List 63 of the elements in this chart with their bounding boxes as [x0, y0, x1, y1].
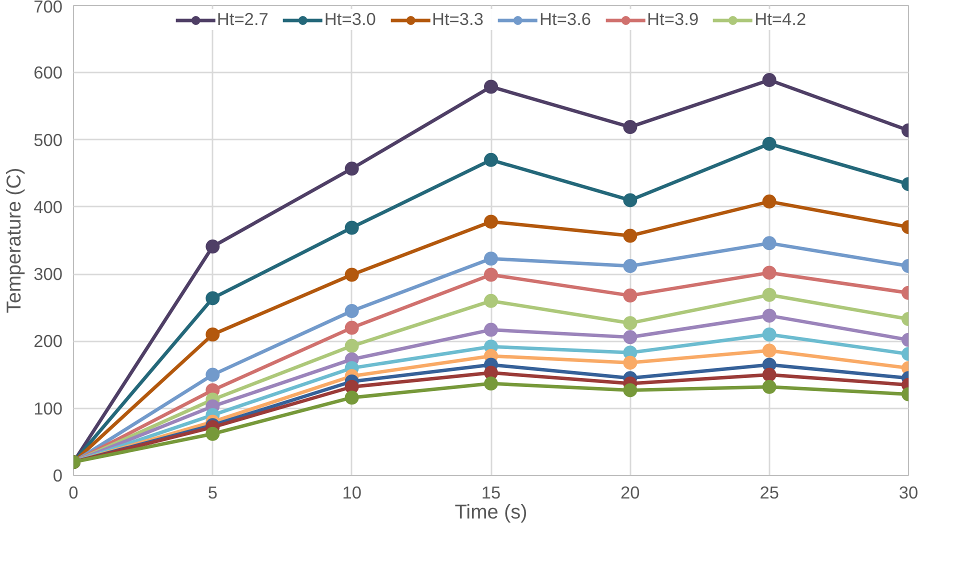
point: [484, 80, 498, 94]
y-tick-label: 500: [34, 130, 63, 150]
y-axis-title: Temperature (C): [4, 168, 26, 314]
point: [344, 338, 359, 353]
point: [484, 152, 498, 167]
y-tick-label: 600: [34, 62, 63, 83]
point: [623, 316, 638, 330]
legend-label: Ht=3.0: [324, 9, 376, 30]
y-tick-label: 400: [34, 196, 63, 217]
point: [484, 376, 498, 390]
x-tick-label: 10: [342, 482, 362, 502]
y-tick-label: 300: [34, 264, 63, 284]
point: [623, 288, 638, 303]
point: [623, 193, 638, 208]
point: [762, 328, 776, 342]
y-tick-label: 0: [52, 466, 63, 486]
x-tick-label: 5: [208, 482, 218, 502]
point: [344, 304, 359, 318]
point: [206, 426, 220, 441]
point: [623, 259, 638, 273]
point: [344, 320, 359, 335]
point: [762, 136, 776, 151]
point: [762, 368, 776, 382]
point: [344, 390, 359, 405]
point: [484, 268, 498, 282]
x-axis-title: Time (s): [454, 502, 528, 524]
x-tick-label: 25: [760, 482, 779, 502]
point: [206, 368, 220, 382]
point: [762, 380, 776, 394]
y-tick-label: 200: [34, 331, 63, 352]
y-tick-label: 700: [34, 0, 63, 16]
x-tick-label: 0: [68, 482, 78, 502]
point: [762, 308, 776, 323]
legend-label: Ht=2.7: [216, 9, 268, 30]
point: [762, 344, 776, 358]
point: [344, 268, 359, 282]
point: [762, 73, 776, 88]
point: [762, 194, 776, 209]
y-tick-label: 100: [34, 398, 63, 418]
point: [623, 356, 638, 370]
point: [206, 291, 220, 306]
point: [484, 322, 498, 337]
point: [344, 220, 359, 235]
point: [484, 252, 498, 266]
point: [206, 328, 220, 342]
point: [762, 288, 776, 302]
x-tick-label: 30: [898, 482, 918, 502]
point: [206, 240, 220, 254]
point: [484, 294, 498, 308]
x-tick-label: 20: [620, 482, 640, 502]
point: [623, 228, 638, 243]
point: [762, 266, 776, 280]
legend-label: Ht=3.9: [647, 9, 699, 30]
point: [762, 236, 776, 250]
x-tick-label: 15: [481, 482, 501, 502]
point: [623, 383, 638, 398]
point: [623, 330, 638, 344]
point: [484, 214, 498, 229]
point: [623, 120, 638, 134]
legend-label: Ht=3.3: [432, 9, 484, 30]
legend-label: Ht=4.2: [754, 9, 806, 30]
point: [344, 162, 359, 176]
legend-label: Ht=3.6: [540, 9, 592, 30]
